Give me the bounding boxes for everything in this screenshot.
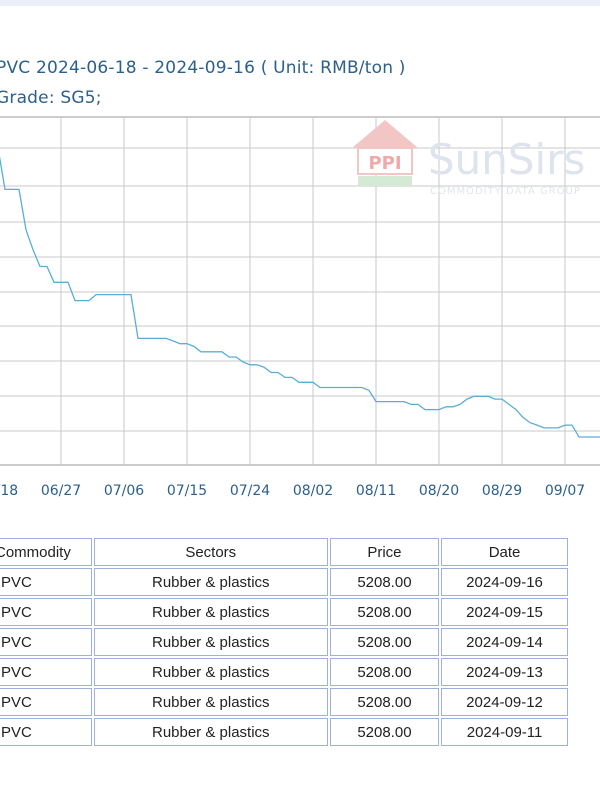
table-row: PVC Rubber & plastics 5208.00 2024-09-16 bbox=[0, 568, 568, 596]
pvc-price-line bbox=[0, 155, 600, 438]
x-tick-label: 08/11 bbox=[356, 483, 396, 499]
top-bar bbox=[0, 0, 600, 6]
header-date: Date bbox=[441, 538, 568, 566]
watermark-logo-letters: PPI bbox=[368, 153, 401, 174]
cell-date: 2024-09-13 bbox=[441, 658, 568, 686]
cell-date: 2024-09-12 bbox=[441, 688, 568, 716]
chart-title: PVC 2024-06-18 - 2024-09-16 ( Unit: RMB/… bbox=[0, 58, 406, 78]
table-row: PVC Rubber & plastics 5208.00 2024-09-15 bbox=[0, 598, 568, 626]
cell-commodity: PVC bbox=[0, 568, 92, 596]
cell-sector: Rubber & plastics bbox=[93, 598, 328, 626]
x-tick-label: 06/18 bbox=[0, 483, 18, 499]
cell-price: 5208.00 bbox=[329, 568, 440, 596]
x-tick-label: 08/20 bbox=[419, 483, 459, 499]
cell-sector: Rubber & plastics bbox=[93, 718, 328, 746]
watermark-house-icon bbox=[357, 147, 413, 175]
cell-price: 5208.00 bbox=[329, 718, 440, 746]
cell-price: 5208.00 bbox=[329, 658, 440, 686]
table-row: PVC Rubber & plastics 5208.00 2024-09-14 bbox=[0, 628, 568, 656]
cell-price: 5208.00 bbox=[329, 688, 440, 716]
table-row: PVC Rubber & plastics 5208.00 2024-09-11 bbox=[0, 718, 568, 746]
cell-sector: Rubber & plastics bbox=[93, 658, 328, 686]
table-row: PVC Rubber & plastics 5208.00 2024-09-12 bbox=[0, 688, 568, 716]
x-tick-label: 07/06 bbox=[104, 483, 144, 499]
watermark-brand: SunSirs bbox=[428, 135, 585, 184]
cell-date: 2024-09-15 bbox=[441, 598, 568, 626]
x-tick-labels: 06/18 06/27 07/06 07/15 07/24 08/02 08/11 08/20… bbox=[0, 483, 585, 499]
chart-grid bbox=[0, 116, 600, 466]
cell-commodity: PVC bbox=[0, 718, 92, 746]
table-row: PVC Rubber & plastics 5208.00 2024-09-13 bbox=[0, 658, 568, 686]
cell-sector: Rubber & plastics bbox=[93, 628, 328, 656]
chart-grade: Grade: SG5; bbox=[0, 88, 102, 108]
header-commodity: Commodity bbox=[0, 538, 92, 566]
x-tick-label: 07/15 bbox=[167, 483, 207, 499]
x-tick-label: 09/07 bbox=[545, 483, 585, 499]
watermark-roof-icon bbox=[352, 120, 418, 148]
cell-commodity: PVC bbox=[0, 628, 92, 656]
watermark-base-icon bbox=[358, 176, 412, 186]
table-header-row: Commodity Sectors Price Date bbox=[0, 538, 568, 566]
x-tick-label: 08/02 bbox=[293, 483, 333, 499]
cell-sector: Rubber & plastics bbox=[93, 568, 328, 596]
watermark-tagline: COMMODITY DATA GROUP bbox=[430, 186, 581, 197]
price-chart: PPI SunSirs COMMODITY DATA GROUP 06/1806… bbox=[0, 116, 600, 499]
cell-date: 2024-09-14 bbox=[441, 628, 568, 656]
cell-sector: Rubber & plastics bbox=[93, 688, 328, 716]
cell-price: 5208.00 bbox=[329, 598, 440, 626]
x-tick-label: 06/27 bbox=[41, 483, 81, 499]
x-tick-label: 07/24 bbox=[230, 483, 270, 499]
cell-commodity: PVC bbox=[0, 688, 92, 716]
price-table: Commodity Sectors Price Date PVC Rubber … bbox=[0, 536, 570, 748]
cell-date: 2024-09-16 bbox=[441, 568, 568, 596]
header-price: Price bbox=[329, 538, 440, 566]
cell-date: 2024-09-11 bbox=[441, 718, 568, 746]
header-sectors: Sectors bbox=[93, 538, 328, 566]
cell-commodity: PVC bbox=[0, 598, 92, 626]
sunsirs-watermark: PPI SunSirs COMMODITY DATA GROUP bbox=[352, 120, 585, 197]
x-tick-label: 08/29 bbox=[482, 483, 522, 499]
cell-commodity: PVC bbox=[0, 658, 92, 686]
cell-price: 5208.00 bbox=[329, 628, 440, 656]
